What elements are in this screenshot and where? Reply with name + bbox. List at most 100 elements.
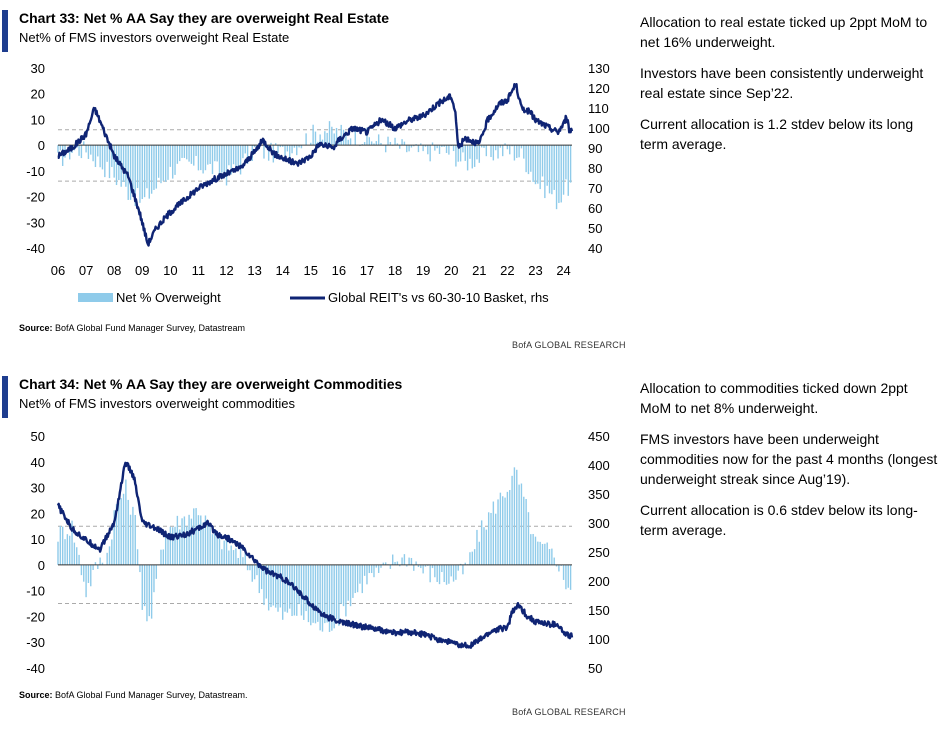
bar	[431, 142, 434, 146]
bar	[281, 564, 284, 620]
bar	[483, 145, 485, 148]
bar	[171, 145, 174, 179]
bar	[146, 564, 148, 622]
bar	[78, 145, 80, 156]
bar	[277, 145, 279, 154]
bar	[232, 145, 235, 165]
bar	[174, 145, 176, 175]
bar	[188, 145, 190, 162]
bar	[291, 145, 293, 154]
bar	[260, 564, 263, 590]
left-tick-label: -10	[26, 584, 45, 599]
bar	[99, 145, 101, 168]
bar	[209, 523, 211, 565]
bar	[494, 145, 497, 151]
bar	[214, 145, 216, 162]
bar	[216, 145, 218, 162]
bar	[132, 145, 134, 197]
bar	[202, 145, 204, 174]
bar	[389, 564, 392, 569]
bar	[197, 515, 200, 565]
bar	[546, 542, 548, 565]
bar	[335, 564, 338, 620]
bar	[155, 564, 158, 579]
bar	[207, 524, 209, 565]
bar	[204, 145, 207, 171]
bar	[333, 133, 335, 146]
bar	[183, 516, 186, 565]
bar	[218, 145, 221, 177]
bar	[153, 145, 155, 190]
bar	[242, 557, 244, 565]
bar	[270, 564, 272, 608]
bar	[186, 526, 188, 565]
bar	[321, 564, 324, 632]
bar	[345, 564, 347, 617]
bar	[347, 564, 349, 601]
bar	[300, 564, 303, 616]
bar	[471, 551, 473, 565]
bar	[448, 145, 450, 155]
x-tick-label: 11	[192, 263, 206, 278]
bar	[539, 145, 541, 190]
x-tick-label: 15	[304, 263, 318, 278]
bar	[242, 145, 244, 159]
bar	[361, 564, 363, 594]
bar	[389, 141, 392, 146]
bar	[394, 137, 396, 146]
bar	[476, 145, 478, 160]
bar	[211, 145, 214, 175]
bar	[209, 145, 211, 165]
source-label: Source:	[19, 690, 53, 700]
legend-bar-swatch	[78, 293, 113, 302]
bar	[368, 137, 371, 146]
bar	[111, 539, 113, 565]
bar	[569, 145, 572, 183]
bar	[387, 136, 389, 146]
bar	[129, 514, 132, 565]
bar	[270, 142, 272, 146]
right-tick-label: 450	[588, 429, 610, 444]
right-tick-label: 110	[588, 101, 609, 116]
bar	[478, 145, 481, 163]
bar	[267, 564, 270, 611]
bar	[129, 145, 132, 200]
x-tick-label: 23	[528, 263, 542, 278]
bar	[176, 145, 179, 164]
bar	[469, 552, 471, 565]
bar	[101, 562, 104, 565]
right-tick-label: 300	[588, 516, 610, 531]
bar	[415, 561, 417, 565]
bar	[239, 548, 242, 565]
bar	[429, 564, 431, 583]
bar	[516, 469, 518, 565]
bar	[548, 145, 551, 194]
bar	[502, 145, 504, 157]
bar	[382, 562, 385, 565]
bar	[539, 541, 541, 565]
bar	[225, 535, 228, 565]
bar	[197, 145, 200, 171]
bar	[445, 145, 448, 153]
bar	[424, 145, 427, 147]
bar	[310, 142, 312, 146]
bar	[97, 145, 99, 157]
bar	[281, 145, 284, 147]
left-tick-label: -40	[26, 241, 45, 256]
commentary-paragraph: Allocation to commodities ticked down 2p…	[640, 380, 908, 416]
bar	[331, 126, 333, 146]
bar	[492, 145, 495, 161]
bar	[342, 564, 345, 607]
bar	[511, 145, 513, 147]
bar	[148, 145, 150, 199]
chart-34-panel: Chart 34: Net % AA Say they are overweig…	[0, 366, 947, 726]
bar	[108, 546, 111, 565]
bar	[333, 564, 335, 629]
bar	[565, 145, 567, 180]
bar	[92, 145, 94, 162]
right-tick-label: 200	[588, 574, 610, 589]
bar	[527, 512, 530, 565]
chart-33-plot: 3020100-10-20-30-40130120110100908070605…	[26, 61, 610, 305]
bar	[274, 143, 277, 146]
bar	[324, 564, 326, 624]
